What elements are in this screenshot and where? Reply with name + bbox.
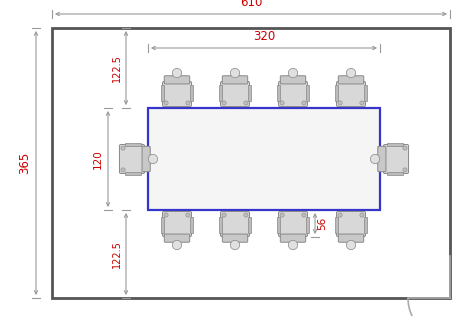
Circle shape <box>222 101 226 105</box>
Circle shape <box>403 168 407 172</box>
FancyBboxPatch shape <box>338 234 364 242</box>
Bar <box>219 85 222 100</box>
FancyBboxPatch shape <box>220 82 249 106</box>
Circle shape <box>338 101 342 105</box>
Text: 610: 610 <box>240 0 262 9</box>
FancyBboxPatch shape <box>337 82 365 106</box>
Circle shape <box>338 213 342 217</box>
FancyBboxPatch shape <box>163 211 191 237</box>
Bar <box>364 85 367 100</box>
Circle shape <box>173 240 182 250</box>
FancyBboxPatch shape <box>164 234 190 242</box>
Circle shape <box>244 213 248 217</box>
Circle shape <box>280 101 284 105</box>
Circle shape <box>230 240 240 250</box>
Bar <box>306 217 309 233</box>
Circle shape <box>360 213 364 217</box>
Bar <box>148 108 380 210</box>
Circle shape <box>164 213 168 217</box>
Text: 122.5: 122.5 <box>112 54 122 82</box>
Circle shape <box>288 68 298 78</box>
Text: 120: 120 <box>93 149 103 169</box>
Circle shape <box>244 101 248 105</box>
Circle shape <box>288 240 298 250</box>
Circle shape <box>302 101 306 105</box>
Circle shape <box>121 168 125 172</box>
Circle shape <box>360 101 364 105</box>
Bar <box>306 85 309 100</box>
Circle shape <box>346 68 356 78</box>
Circle shape <box>280 213 284 217</box>
FancyBboxPatch shape <box>280 234 306 242</box>
FancyBboxPatch shape <box>279 82 308 106</box>
Bar <box>219 217 222 233</box>
Circle shape <box>230 68 240 78</box>
FancyBboxPatch shape <box>119 144 145 173</box>
FancyBboxPatch shape <box>378 146 386 172</box>
FancyBboxPatch shape <box>279 211 308 237</box>
Bar <box>52 28 450 298</box>
FancyBboxPatch shape <box>164 76 190 84</box>
Bar <box>277 217 280 233</box>
Bar <box>248 217 251 233</box>
Circle shape <box>164 101 168 105</box>
Circle shape <box>370 154 380 164</box>
Bar <box>190 85 193 100</box>
Bar <box>335 85 338 100</box>
Circle shape <box>173 68 182 78</box>
Circle shape <box>186 213 190 217</box>
Bar <box>125 143 141 146</box>
Circle shape <box>403 146 407 150</box>
Circle shape <box>222 213 226 217</box>
Bar <box>248 85 251 100</box>
FancyBboxPatch shape <box>220 211 249 237</box>
Bar <box>161 217 164 233</box>
FancyBboxPatch shape <box>222 76 248 84</box>
Circle shape <box>302 213 306 217</box>
Circle shape <box>186 101 190 105</box>
Bar <box>277 85 280 100</box>
FancyBboxPatch shape <box>142 146 150 172</box>
Bar <box>190 217 193 233</box>
FancyBboxPatch shape <box>163 82 191 106</box>
Bar <box>125 172 141 175</box>
Bar <box>387 172 402 175</box>
Circle shape <box>121 146 125 150</box>
FancyBboxPatch shape <box>338 76 364 84</box>
Text: 122.5: 122.5 <box>112 240 122 268</box>
FancyBboxPatch shape <box>383 144 409 173</box>
Bar <box>387 143 402 146</box>
FancyBboxPatch shape <box>280 76 306 84</box>
Circle shape <box>148 154 158 164</box>
Text: 365: 365 <box>18 152 31 174</box>
Bar <box>161 85 164 100</box>
FancyBboxPatch shape <box>222 234 248 242</box>
Circle shape <box>346 240 356 250</box>
Text: 56: 56 <box>317 217 327 230</box>
Bar <box>364 217 367 233</box>
Text: 320: 320 <box>253 30 275 43</box>
Bar <box>335 217 338 233</box>
FancyBboxPatch shape <box>337 211 365 237</box>
